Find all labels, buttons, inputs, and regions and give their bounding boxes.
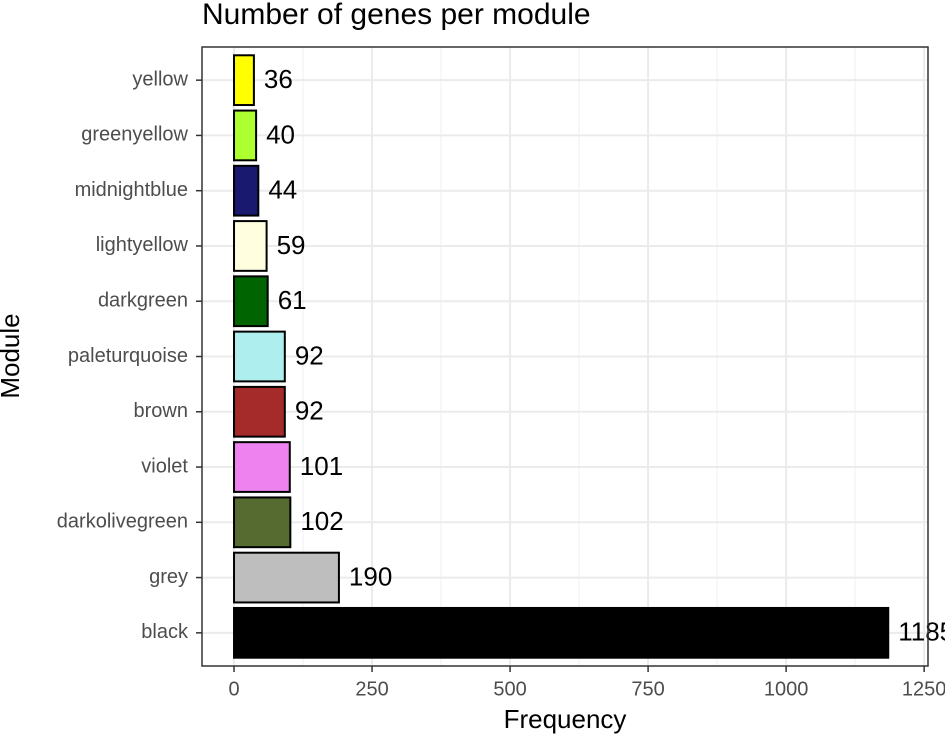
bar — [233, 220, 268, 272]
value-label: 44 — [268, 175, 297, 205]
bar — [233, 385, 286, 438]
x-tick-label: 0 — [228, 678, 239, 700]
x-tick-label: 1000 — [764, 678, 809, 700]
y-tick-label: brown — [134, 400, 188, 422]
y-axis-label: Module — [0, 313, 25, 398]
bar — [233, 109, 258, 162]
value-label: 190 — [349, 561, 392, 591]
y-tick-label: darkolivegreen — [57, 511, 188, 533]
x-tick-label: 1250 — [902, 678, 945, 700]
x-tick-label: 500 — [493, 678, 526, 700]
y-tick-label: paleturquoise — [68, 345, 188, 367]
value-label: 92 — [295, 396, 324, 426]
bar — [233, 54, 255, 107]
plot-panel-border — [201, 46, 929, 667]
bar — [233, 275, 269, 328]
bar — [233, 441, 291, 493]
y-tick-label: yellow — [132, 68, 188, 90]
value-label: 102 — [300, 506, 343, 536]
bar — [233, 164, 260, 217]
value-label: 59 — [277, 230, 306, 260]
y-tick-label: black — [141, 621, 189, 643]
y-tick-label: greenyellow — [81, 124, 188, 146]
x-tick-label: 750 — [631, 678, 664, 700]
y-tick-label: darkgreen — [98, 290, 188, 312]
bar — [233, 330, 286, 383]
x-tick-label: 250 — [355, 678, 388, 700]
bar — [233, 496, 292, 549]
y-tick-label: grey — [149, 566, 188, 588]
bar — [233, 551, 340, 604]
value-label: 40 — [266, 119, 295, 149]
y-tick-label: violet — [141, 455, 188, 477]
chart-title: Number of genes per module — [202, 0, 591, 31]
value-label: 1185 — [898, 617, 945, 647]
value-label: 101 — [300, 451, 343, 481]
value-label: 36 — [264, 64, 293, 94]
bar — [233, 606, 890, 659]
y-tick-label: midnightblue — [75, 179, 188, 201]
x-axis-label: Frequency — [504, 704, 627, 734]
y-tick-label: lightyellow — [96, 234, 189, 256]
value-label: 92 — [295, 340, 324, 370]
value-label: 61 — [278, 285, 307, 315]
